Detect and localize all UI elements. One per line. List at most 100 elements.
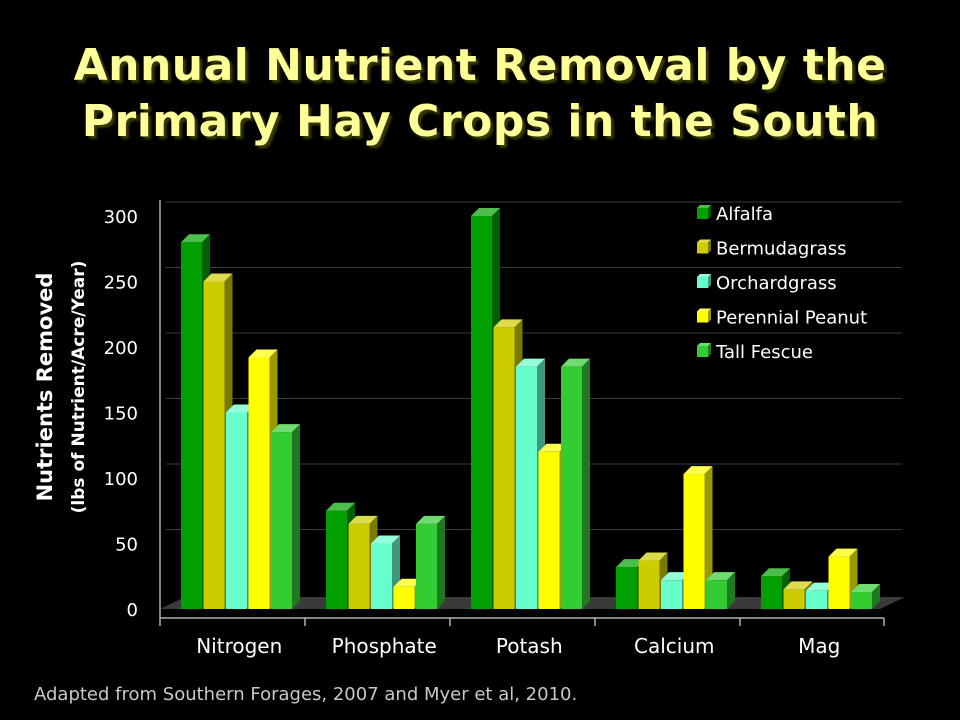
bar: [851, 583, 880, 609]
bar-front: [561, 366, 582, 609]
bar-front: [203, 281, 225, 609]
bar-front: [638, 560, 660, 609]
x-tick-label: Potash: [496, 634, 563, 658]
bar-front: [851, 591, 872, 609]
legend-swatch-side: [708, 239, 711, 254]
bar-front: [181, 242, 202, 609]
bar-side: [727, 572, 735, 609]
bar-side: [292, 424, 300, 609]
y-tick-label: 0: [127, 600, 138, 621]
legend-item: Tall Fescue: [697, 342, 813, 363]
bar-top: [761, 568, 790, 577]
legend-item: Alfalfa: [697, 204, 773, 225]
bar: [271, 424, 300, 609]
y-tick-label: 150: [104, 404, 138, 425]
bar-top: [393, 578, 423, 587]
chart-title: Annual Nutrient Removal by the Primary H…: [0, 38, 960, 150]
legend-item: Perennial Peanut: [697, 308, 867, 329]
bar-front: [761, 576, 782, 609]
bar-front: [616, 567, 637, 609]
bar-front: [683, 474, 705, 609]
y-axis-subtitle: (lbs of Nutrient/Acre/Year): [69, 261, 89, 514]
bar-front: [348, 523, 370, 609]
legend-swatch-top: [697, 239, 711, 243]
bar-top: [471, 208, 500, 216]
bar-top: [561, 358, 590, 367]
bar: [783, 581, 813, 609]
y-tick-label: 200: [104, 338, 138, 359]
legend-label: Alfalfa: [716, 204, 773, 225]
bar-top: [683, 466, 713, 475]
bar-top: [226, 404, 255, 413]
bar-top: [661, 572, 690, 581]
bar: [683, 466, 713, 609]
legend-swatch-top: [697, 343, 711, 346]
bar-front: [271, 432, 292, 609]
source-note: Adapted from Southern Forages, 2007 and …: [34, 684, 578, 705]
bar-front: [226, 412, 247, 609]
bar-front: [371, 543, 392, 609]
bar: [561, 358, 590, 609]
legend-swatch: [697, 311, 708, 323]
bar-top: [271, 424, 300, 433]
x-tick-label: Calcium: [634, 634, 715, 658]
bar-top: [248, 349, 278, 358]
legend-swatch-side: [708, 274, 711, 288]
bar-top: [538, 443, 568, 452]
bar-front: [393, 586, 415, 609]
legend-swatch-side: [708, 205, 711, 219]
bar-front: [783, 589, 805, 609]
bar-top: [181, 234, 210, 243]
bar-top: [828, 548, 858, 557]
x-tick-label: Phosphate: [332, 634, 437, 658]
legend-label: Tall Fescue: [715, 342, 813, 363]
bar-front: [471, 216, 492, 609]
bar-top: [638, 552, 668, 561]
legend-label: Bermudagrass: [716, 239, 847, 260]
legend-swatch: [697, 208, 708, 219]
bar-top: [493, 319, 523, 328]
legend-swatch-top: [697, 205, 711, 208]
bar-top: [806, 582, 835, 591]
y-tick-label: 100: [104, 469, 138, 490]
bar-top: [371, 535, 400, 544]
bar-front: [248, 357, 270, 609]
bar-top: [706, 572, 735, 581]
legend-swatch: [697, 242, 708, 254]
bar: [416, 515, 445, 609]
y-tick-label: 300: [104, 207, 138, 228]
y-tick-label: 250: [104, 273, 138, 294]
legend-swatch-top: [697, 274, 711, 277]
bar-front: [828, 556, 850, 609]
bar-side: [704, 466, 713, 609]
legend-swatch-side: [708, 308, 711, 323]
bar-top: [616, 559, 645, 568]
bar-top: [348, 515, 378, 524]
bar-top: [516, 358, 545, 367]
legend-swatch: [697, 277, 708, 288]
bar: [706, 572, 735, 609]
bar-top: [416, 515, 445, 524]
y-axis-title: Nutrients Removed: [33, 273, 57, 502]
bar-front: [416, 523, 437, 609]
bar-front: [706, 580, 727, 609]
bar-front: [538, 451, 560, 609]
bar-top: [851, 583, 880, 592]
x-tick-label: Mag: [798, 634, 840, 658]
x-tick-label: Nitrogen: [196, 634, 282, 658]
bar-side: [582, 358, 590, 609]
bar-front: [806, 590, 827, 609]
legend-label: Perennial Peanut: [716, 308, 867, 329]
title-line-2: Primary Hay Crops in the South: [81, 96, 879, 147]
bar-top: [326, 502, 355, 511]
bar-front: [661, 580, 682, 609]
title-line-1: Annual Nutrient Removal by the: [73, 40, 887, 91]
legend-swatch-top: [697, 308, 711, 312]
bar-front: [326, 510, 347, 609]
y-tick-label: 50: [115, 535, 138, 556]
bar-side: [872, 583, 880, 609]
legend-item: Orchardgrass: [697, 273, 837, 294]
bar-side: [437, 515, 445, 609]
bar-front: [493, 327, 515, 609]
